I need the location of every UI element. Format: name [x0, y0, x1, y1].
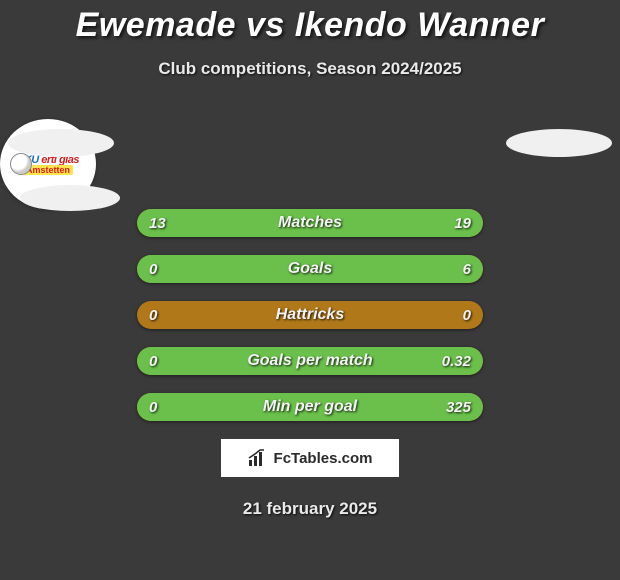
stat-bar-label: Goals	[137, 255, 483, 283]
stat-bars-container: 1319Matches 06Goals 00Hattricks 00.32Goals …	[137, 209, 483, 421]
player-right-badge-1	[506, 129, 612, 157]
date-line: 21 february 2025	[0, 499, 620, 519]
stat-bar-label: Matches	[137, 209, 483, 237]
stat-bar-label: Goals per match	[137, 347, 483, 375]
stat-bar-row: 00.32Goals per match	[137, 347, 483, 375]
stat-bar-row: 0325Min per goal	[137, 393, 483, 421]
stat-bar-row: 1319Matches	[137, 209, 483, 237]
stat-bar-row: 06Goals	[137, 255, 483, 283]
stat-bar-row: 00Hattricks	[137, 301, 483, 329]
stats-area: SKU ertl glas Amstetten 1319Matches06Goa…	[0, 119, 620, 421]
logo-text: FcTables.com	[274, 450, 373, 467]
stat-bar-label: Min per goal	[137, 393, 483, 421]
page-title: Ewemade vs Ikendo Wanner	[0, 0, 620, 45]
subtitle: Club competitions, Season 2024/2025	[0, 59, 620, 79]
stat-bar-label: Hattricks	[137, 301, 483, 329]
fctables-logo: FcTables.com	[221, 439, 399, 477]
player-left-badge-2	[20, 185, 120, 211]
bar-chart-icon	[248, 449, 268, 467]
soccer-ball-icon	[10, 153, 32, 175]
